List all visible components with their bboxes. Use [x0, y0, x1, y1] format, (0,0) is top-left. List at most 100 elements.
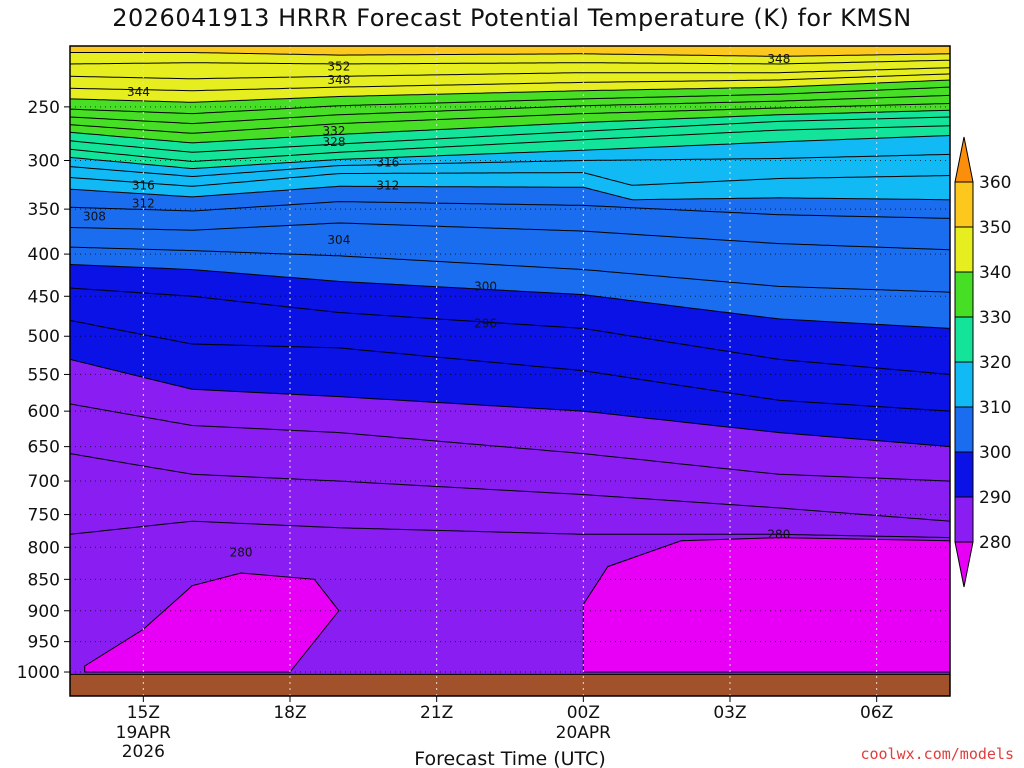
isentrope-line	[70, 263, 950, 329]
x-tick-sublabel: 2026	[122, 742, 165, 762]
x-axis-label: Forecast Time (UTC)	[414, 748, 605, 768]
isentrope-line	[70, 73, 950, 92]
theta-band	[70, 110, 950, 153]
credit-link[interactable]: coolwx.com/models	[860, 745, 1014, 763]
colorbar-swatch	[954, 496, 974, 543]
colorbar-tick-label: 290	[979, 488, 1011, 508]
contour-label: 308	[83, 210, 106, 224]
colorbar-tick-label: 280	[979, 533, 1011, 553]
y-tick-label: 850	[28, 570, 60, 590]
colorbar-tick-label: 330	[979, 308, 1011, 328]
y-tick-label: 550	[28, 365, 60, 385]
ground-surface	[70, 673, 950, 696]
colorbar-swatch	[954, 181, 974, 228]
y-tick-label: 250	[28, 98, 60, 118]
y-tick-label: 600	[28, 402, 60, 422]
contour-label: 344	[127, 85, 150, 99]
isentrope-line	[70, 109, 950, 144]
y-axis: 250 300 350 400 450 500 550 600 650 700 750 800 850 9…	[17, 98, 70, 683]
isentrope-line	[70, 59, 950, 65]
isentrope-contours	[70, 46, 950, 696]
isentrope-line	[70, 403, 950, 482]
x-tick-label: 00Z	[567, 703, 600, 723]
y-tick-label: 400	[28, 245, 60, 265]
isentrope-line	[70, 172, 950, 187]
x-tick-label: 03Z	[713, 703, 746, 723]
theta-band	[70, 201, 950, 250]
y-tick-label: 1000	[17, 663, 60, 683]
colorbar-tick-label: 310	[979, 398, 1011, 418]
colorbar-tick-label: 320	[979, 353, 1011, 373]
contour-label: 280	[767, 527, 790, 541]
x-tick-label: 06Z	[860, 703, 893, 723]
contour-label: 316	[376, 156, 399, 170]
isentrope-line	[70, 520, 950, 539]
theta-band	[70, 117, 950, 162]
theta-band	[70, 95, 950, 134]
isentrope-line	[70, 320, 950, 412]
y-tick-label: 700	[28, 472, 60, 492]
isentrope-line	[70, 103, 950, 134]
isentrope-line	[70, 116, 950, 153]
contour-label: 312	[132, 197, 155, 211]
theta-band	[70, 87, 950, 124]
colorbar-swatch	[954, 271, 974, 318]
isentrope-line	[70, 222, 950, 251]
isentrope-line	[70, 67, 950, 80]
isentrope-line	[70, 153, 950, 178]
contour-labels: 3483523483443323283163163123123083043002…	[83, 52, 790, 560]
colorbar-tick-label: 300	[979, 443, 1011, 463]
isentrope-line	[70, 185, 950, 201]
isentrope-line	[70, 358, 950, 448]
isentrope-line	[70, 201, 950, 219]
x-tick-label: 15Z	[127, 703, 160, 723]
theta-band	[70, 186, 950, 219]
isentrope-line	[70, 86, 950, 115]
isentrope-line	[70, 135, 950, 170]
theta-band	[70, 288, 950, 412]
colorbar-min-arrow	[954, 541, 974, 588]
contour-label: 312	[376, 178, 399, 192]
contour-label: 332	[323, 124, 346, 138]
y-tick-label: 750	[28, 506, 60, 526]
y-tick-label: 450	[28, 287, 60, 307]
x-tick-label: 18Z	[273, 703, 306, 723]
contour-label: 328	[323, 135, 346, 149]
theta-280-region	[84, 572, 340, 673]
isentrope-line	[70, 125, 950, 163]
colorbar: 280 290 300 310 320 330 340 350 360	[954, 136, 1011, 588]
contour-label: 304	[327, 233, 350, 247]
y-tick-label: 800	[28, 538, 60, 558]
isentrope-line	[70, 52, 950, 57]
contour-label: 316	[132, 178, 155, 192]
chart-title: 2026041913 HRRR Forecast Potential Tempe…	[112, 4, 912, 32]
contour-label: 348	[327, 73, 350, 87]
theta-band	[70, 52, 950, 64]
isentrope-line	[70, 287, 950, 375]
plot-frame	[69, 45, 951, 697]
x-tick-sublabel: 20APR	[556, 723, 612, 743]
y-tick-label: 900	[28, 602, 60, 622]
y-tick-label: 350	[28, 200, 60, 220]
colorbar-tick-label: 360	[979, 173, 1011, 193]
colorbar-swatch	[954, 361, 974, 408]
x-tick-sublabel: 19APR	[116, 723, 172, 743]
theta-band	[70, 359, 950, 482]
theta-band	[70, 67, 950, 91]
isentrope-line	[70, 246, 950, 293]
colorbar-swatch	[954, 226, 974, 273]
isentrope-line	[70, 79, 950, 103]
theta-band	[70, 453, 950, 538]
y-tick-label: 650	[28, 438, 60, 458]
contour-label: 280	[230, 545, 253, 559]
colorbar-swatch	[954, 451, 974, 498]
y-tick-label: 950	[28, 633, 60, 653]
contour-label: 352	[327, 59, 350, 73]
contour-label: 300	[474, 279, 497, 293]
isentrope-line	[70, 453, 950, 522]
theta-280-region	[582, 537, 950, 673]
colorbar-swatch	[954, 406, 974, 453]
y-tick-label: 500	[28, 327, 60, 347]
